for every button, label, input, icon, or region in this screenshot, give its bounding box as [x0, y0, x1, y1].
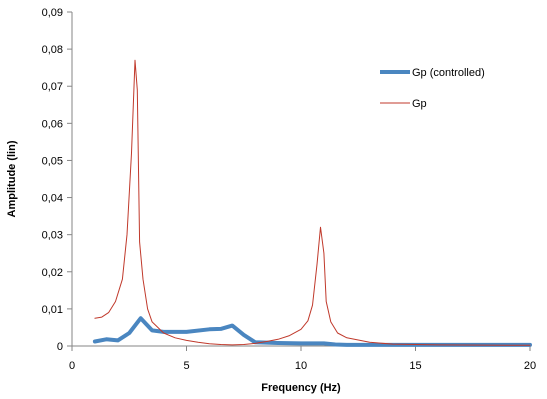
y-tick-label: 0,09: [42, 7, 63, 19]
legend: Gp (controlled) Gp: [380, 67, 485, 110]
y-tick-label: 0,07: [42, 81, 63, 93]
series-line-gp-controlled: [92, 316, 532, 347]
y-axis-ticks: 0 0,01 0,02 0,03 0,04 0,05 0,06 0,07 0,08 0,09: [42, 7, 72, 353]
axes: [71, 12, 530, 347]
x-tick-label: 10: [295, 360, 307, 372]
x-axis-label: Frequency (Hz): [261, 382, 341, 394]
y-tick-label: 0,02: [42, 267, 63, 279]
y-tick-label: 0,06: [42, 118, 63, 130]
y-axis-label: Amplitude (lin): [6, 140, 18, 217]
series-line-gp: [94, 59, 531, 346]
legend-label-gp: Gp: [412, 98, 427, 110]
y-tick-label: 0,05: [42, 155, 63, 167]
y-tick-label: 0,03: [42, 230, 63, 242]
series-layer: [92, 59, 532, 347]
y-tick-label: 0,08: [42, 44, 63, 56]
x-tick-label: 5: [183, 360, 189, 372]
x-tick-label: 15: [409, 360, 421, 372]
y-tick-label: 0,04: [42, 193, 63, 205]
legend-label-gp-controlled: Gp (controlled): [412, 67, 485, 79]
x-axis-ticks: 0 5 10 15 20: [69, 346, 536, 372]
y-tick-label: 0,01: [42, 304, 63, 316]
x-tick-label: 20: [524, 360, 536, 372]
x-tick-label: 0: [69, 360, 75, 372]
y-tick-label: 0: [57, 341, 63, 353]
